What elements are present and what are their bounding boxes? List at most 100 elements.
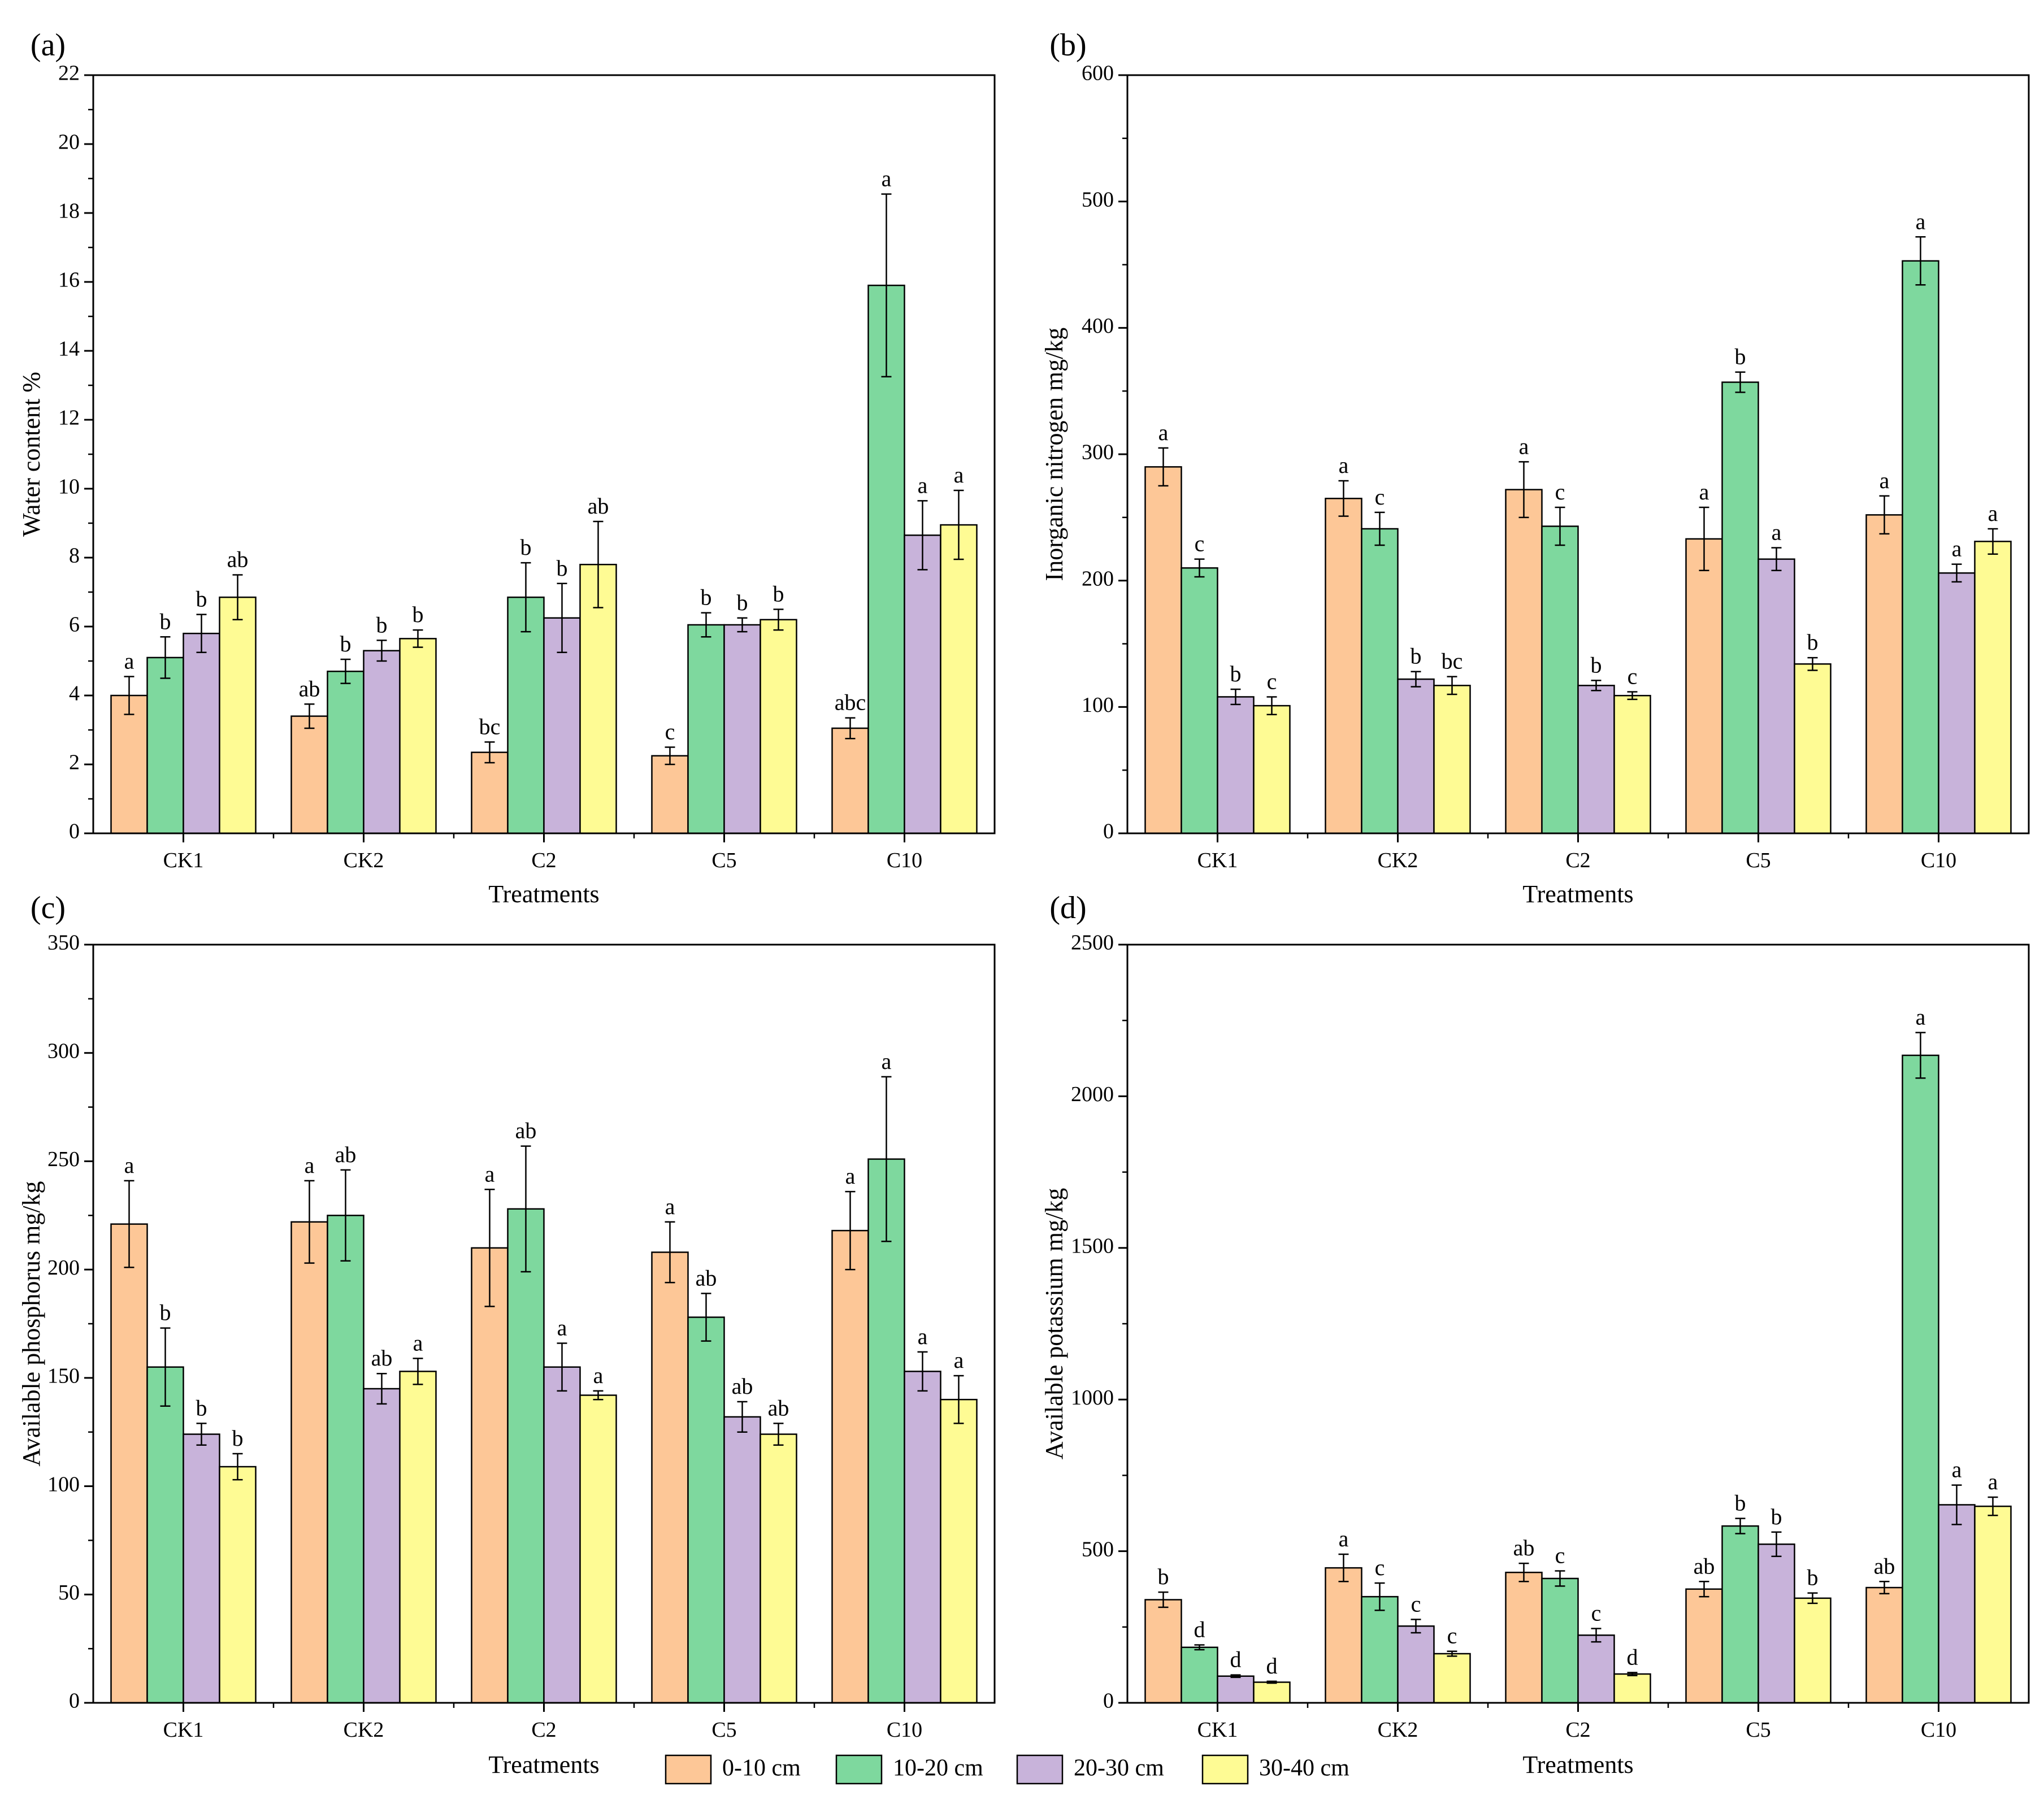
significance-letter: b [413, 602, 424, 627]
x-tick-label: CK1 [163, 1718, 204, 1742]
significance-letter: a [1952, 1457, 1962, 1482]
bar [1974, 541, 2012, 834]
y-tick-label: 200 [47, 1256, 80, 1280]
y-tick-label: 100 [47, 1472, 80, 1496]
significance-letter: bc [1442, 649, 1463, 674]
significance-letter: ab [588, 493, 609, 519]
bar [399, 1371, 437, 1704]
x-tick-label: C2 [531, 849, 556, 872]
bar [327, 671, 364, 834]
y-tick-label: 50 [58, 1581, 80, 1605]
bar [1794, 663, 1832, 834]
bar [1541, 525, 1579, 834]
x-tick-label: CK1 [163, 849, 204, 872]
significance-letter: a [413, 1330, 423, 1355]
x-axis-title: Treatments [1522, 880, 1633, 908]
significance-letter: c [1411, 1591, 1421, 1616]
bar [1433, 1653, 1471, 1704]
significance-letter: b [1771, 1504, 1782, 1529]
series-30-40-cm: c bc c b a [1253, 501, 2012, 834]
y-tick-label: 6 [69, 613, 80, 637]
bar [507, 596, 545, 834]
x-tick-label: C10 [887, 1718, 922, 1742]
bar [687, 1316, 725, 1704]
significance-letter: b [520, 534, 532, 560]
significance-letter: a [1699, 479, 1709, 505]
bar [363, 1388, 401, 1704]
series-20-30-cm: b ab a ab a [183, 1315, 941, 1704]
significance-letter: a [485, 1161, 495, 1186]
significance-letter: b [737, 590, 748, 615]
bar [471, 1247, 509, 1704]
bar [1541, 1577, 1579, 1704]
significance-letter: ab [227, 547, 249, 572]
significance-letter: d [1627, 1644, 1638, 1669]
significance-letter: abc [835, 690, 866, 715]
significance-letter: a [593, 1363, 604, 1388]
bar [831, 727, 869, 834]
legend: 0-10 cm 10-20 cm 20-30 cm 30-40 cm [665, 1754, 1349, 1785]
bar [1325, 1567, 1362, 1704]
bar [1181, 1646, 1218, 1704]
x-tick-label: C10 [887, 849, 922, 872]
significance-letter: a [1339, 453, 1349, 478]
bar [1938, 1504, 1976, 1704]
significance-letter: b [196, 1395, 207, 1420]
y-tick-label: 200 [1082, 567, 1114, 590]
bar [1685, 1588, 1723, 1704]
bar [1865, 514, 1903, 834]
significance-letter: a [665, 1194, 675, 1219]
significance-letter: b [1735, 344, 1746, 369]
significance-letter: b [701, 585, 712, 610]
bar [687, 624, 725, 834]
y-tick-label: 500 [1082, 188, 1114, 211]
bar [1577, 685, 1615, 834]
significance-letter: b [1807, 629, 1819, 655]
significance-letter: d [1194, 1616, 1205, 1642]
significance-letter: c [1591, 1600, 1602, 1625]
x-tick-label: C2 [531, 1718, 556, 1742]
y-tick-label: 22 [58, 62, 80, 85]
significance-letter: ab [768, 1395, 789, 1420]
bar [1253, 1681, 1291, 1704]
significance-letter: b [160, 1300, 171, 1325]
significance-letter: a [845, 1163, 856, 1189]
significance-letter: a [1880, 468, 1890, 493]
legend-label: 20-30 cm [1074, 1755, 1164, 1781]
y-tick-label: 4 [69, 682, 80, 706]
x-tick-label: C5 [711, 849, 736, 872]
significance-letter: d [1230, 1647, 1242, 1672]
y-tick-label: 2 [69, 751, 80, 775]
x-tick-label: CK2 [344, 1718, 384, 1742]
y-tick-label: 0 [1103, 820, 1114, 844]
significance-letter: a [557, 1315, 567, 1341]
bar [1613, 1673, 1651, 1704]
y-tick-label: 100 [1082, 693, 1114, 717]
y-tick-label: 0 [69, 1689, 80, 1713]
legend-swatch [1016, 1754, 1064, 1785]
y-tick-label: 300 [1082, 441, 1114, 464]
significance-letter: ab [1874, 1553, 1895, 1579]
bar [579, 563, 617, 834]
significance-letter: b [557, 555, 568, 581]
panel-label: (c) [31, 890, 66, 925]
bar [1757, 558, 1795, 834]
significance-letter: ab [732, 1373, 753, 1399]
significance-letter: ab [1694, 1553, 1715, 1579]
bar [1794, 1597, 1832, 1704]
significance-letter: a [124, 648, 134, 673]
significance-letter: d [1266, 1653, 1278, 1679]
y-tick-label: 10 [58, 475, 80, 499]
bar [760, 619, 797, 834]
series-10-20-cm: cc cba [1181, 208, 1939, 834]
x-axis-title: Treatments [488, 880, 599, 908]
bar [543, 617, 581, 834]
y-tick-label: 500 [1082, 1537, 1114, 1561]
bar [1253, 705, 1291, 834]
bar [1361, 528, 1399, 834]
series-20-30-cm: dc cba [1217, 1457, 1976, 1704]
y-axis-title: Available potassium mg/kg [1040, 1188, 1068, 1460]
x-tick-label: CK2 [1378, 1718, 1418, 1742]
